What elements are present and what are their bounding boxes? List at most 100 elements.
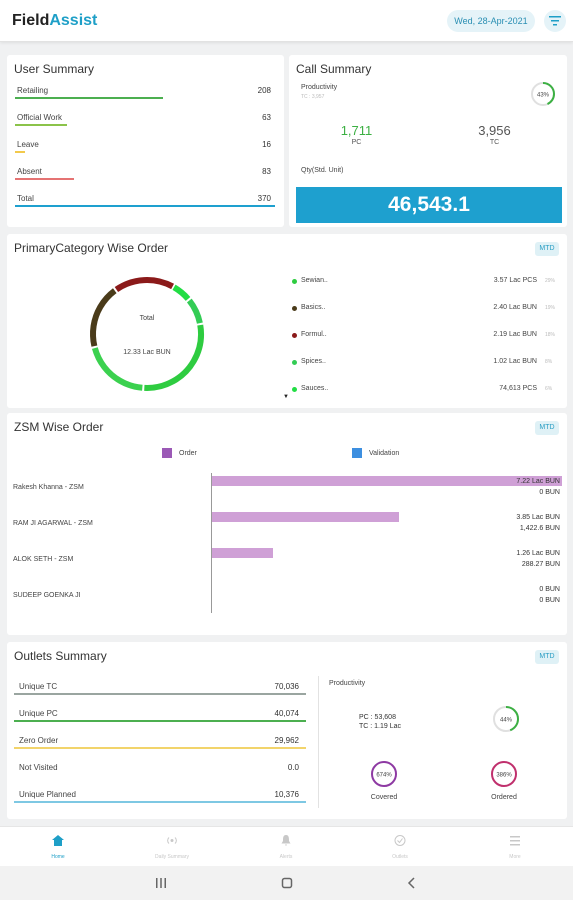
bottom-nav: Home Daily Summary Alerts Outlets More — [0, 826, 573, 866]
home-system-icon[interactable] — [281, 877, 293, 889]
back-icon[interactable] — [406, 877, 418, 889]
outlet-row-value: 29,962 — [274, 736, 299, 745]
outlet-row-label: Unique PC — [19, 709, 58, 718]
covered-pct: 674% — [376, 773, 392, 779]
user-row-value: 208 — [257, 86, 271, 95]
category-donut: Total 12.33 Lac BUN — [90, 277, 204, 391]
donut-title: Total — [140, 315, 155, 322]
user-row-underline — [15, 178, 74, 180]
user-row-underline — [15, 124, 67, 126]
zsm-name: Rakesh Khanna - ZSM — [13, 484, 84, 491]
zsm-card: ZSM Wise Order MTD Order Validation Rake… — [7, 413, 567, 635]
outlets-title: Outlets Summary — [14, 649, 107, 663]
zsm-validation-value: 0 BUN — [539, 597, 560, 604]
category-label[interactable]: Formul.. — [301, 331, 327, 338]
zsm-name: SUDEEP GOENKA JI — [13, 592, 81, 599]
donut-segment — [90, 277, 204, 391]
user-row-underline — [15, 205, 275, 207]
covered-label: Covered — [370, 794, 398, 801]
outlets-pc-text: PC : 53,608 — [359, 714, 396, 721]
zsm-validation-value: 1,422.6 BUN — [519, 525, 560, 532]
scroll-down-icon[interactable]: ▼ — [283, 394, 289, 400]
primary-category-title: PrimaryCategory Wise Order — [14, 241, 169, 255]
outlets-card: Outlets Summary MTD Unique TC 70,036 Uniqu… — [7, 642, 567, 819]
user-summary-title: User Summary — [14, 62, 95, 76]
donut-segment — [90, 277, 204, 391]
outlet-row-value: 40,074 — [274, 709, 299, 718]
donut-value: 12.33 Lac BUN — [123, 349, 170, 356]
category-color-dot — [292, 333, 297, 338]
mtd-badge[interactable]: MTD — [535, 650, 559, 664]
productivity-ring: 43% — [531, 82, 555, 106]
outlet-row-label: Zero Order — [19, 736, 59, 745]
donut-segment — [90, 277, 204, 391]
nav-outlets[interactable]: Outlets — [360, 833, 440, 860]
filter-icon — [549, 16, 561, 26]
pc-value: 1,711 — [340, 123, 373, 138]
category-value: 1.02 Lac BUN — [493, 358, 537, 365]
mtd-badge[interactable]: MTD — [535, 421, 559, 435]
nav-home[interactable]: Home — [18, 833, 98, 860]
date-picker[interactable]: Wed, 28-Apr-2021 — [447, 10, 535, 32]
user-row-label: Total — [17, 194, 34, 203]
zsm-validation-value: 288.27 BUN — [521, 561, 560, 568]
productivity-sub: TC : 3,957 — [301, 94, 325, 100]
outlets-divider — [318, 676, 319, 808]
filter-button[interactable] — [544, 10, 566, 32]
legend-order-swatch — [162, 448, 172, 458]
outlet-row-label: Unique Planned — [19, 790, 76, 799]
nav-more[interactable]: More — [475, 833, 555, 860]
recent-apps-icon[interactable] — [155, 877, 167, 889]
category-color-dot — [292, 306, 297, 311]
user-row-value: 16 — [262, 140, 271, 149]
category-label[interactable]: Sauces.. — [301, 385, 329, 392]
covered-ring: 674% — [371, 761, 397, 787]
broadcast-icon — [167, 837, 177, 844]
system-nav-bar — [0, 866, 573, 900]
nav-alerts[interactable]: Alerts — [246, 833, 326, 860]
category-label[interactable]: Spices.. — [301, 358, 326, 365]
category-color-dot — [292, 279, 297, 284]
user-row-label: Official Work — [17, 113, 63, 122]
outlets-productivity-label: Productivity — [329, 680, 366, 687]
mtd-badge[interactable]: MTD — [535, 242, 559, 256]
productivity-label: Productivity — [301, 84, 338, 91]
legend-order-label: Order — [179, 450, 197, 457]
outlet-row-underline — [14, 801, 306, 803]
category-color-dot — [292, 387, 297, 392]
zsm-order-value: 0 BUN — [539, 586, 560, 593]
category-pct: 8% — [545, 359, 553, 365]
zsm-validation-value: 0 BUN — [539, 489, 560, 496]
nav-daily-summary[interactable]: Daily Summary — [132, 833, 212, 860]
user-row-value: 83 — [262, 167, 271, 176]
zsm-order-bar[interactable] — [212, 512, 399, 522]
user-summary-card: User Summary Retailing 208 Official Work 63… — [7, 55, 284, 227]
legend-validation-swatch — [352, 448, 362, 458]
category-value: 2.19 Lac BUN — [493, 331, 537, 338]
outlet-row-value: 10,376 — [274, 790, 299, 799]
zsm-order-value: 7.22 Lac BUN — [516, 478, 560, 485]
donut-segment — [90, 277, 204, 391]
outlets-productivity-pct: 44% — [500, 718, 513, 724]
category-label[interactable]: Sewian.. — [301, 277, 328, 284]
call-summary-title: Call Summary — [296, 62, 372, 76]
zsm-axis — [211, 473, 212, 613]
bell-icon — [281, 835, 291, 846]
user-row-underline — [15, 151, 25, 153]
category-pct: 29% — [545, 278, 556, 284]
outlet-row-label: Not Visited — [19, 763, 58, 772]
zsm-order-bar[interactable] — [212, 548, 274, 558]
outlet-icon — [394, 835, 406, 846]
ordered-ring: 386% — [491, 761, 517, 787]
donut-segment — [90, 277, 204, 391]
user-row-label: Absent — [17, 167, 42, 176]
outlet-row-underline — [14, 774, 306, 776]
category-value: 74,613 PCS — [499, 385, 537, 392]
app-logo: FieldAssist — [12, 12, 98, 29]
app-header: FieldAssist Wed, 28-Apr-2021 — [0, 0, 573, 42]
zsm-order-bar[interactable] — [212, 476, 562, 486]
category-label[interactable]: Basics.. — [301, 304, 326, 311]
menu-icon — [510, 836, 520, 846]
ordered-label: Ordered — [491, 794, 517, 801]
tc-label: TC — [489, 139, 500, 146]
